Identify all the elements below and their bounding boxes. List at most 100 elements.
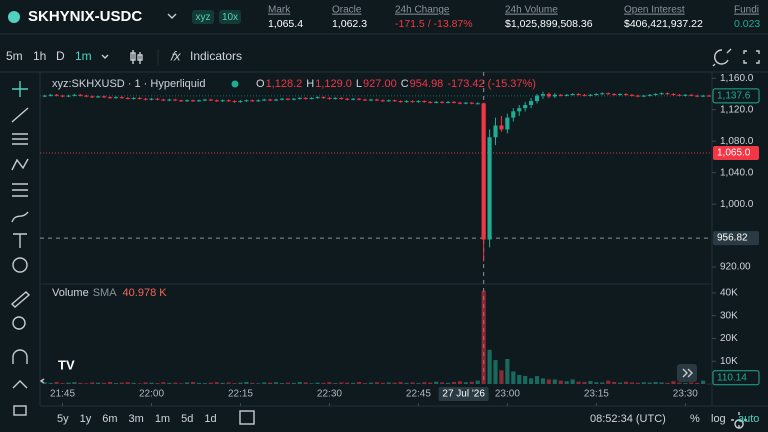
interval[interactable]: 5m bbox=[6, 49, 23, 63]
candle-body bbox=[214, 100, 219, 102]
x-tick-label: 21:45 bbox=[50, 389, 75, 400]
fullscreen-icon[interactable] bbox=[743, 50, 760, 64]
candle-body bbox=[416, 101, 421, 103]
y-tick-label: 1,040.0 bbox=[720, 167, 754, 178]
price-tag-bg bbox=[712, 88, 760, 104]
candle-body bbox=[647, 94, 652, 96]
range-button[interactable]: 5d bbox=[181, 413, 193, 425]
volume-bar bbox=[534, 376, 540, 384]
candle-body bbox=[42, 95, 47, 97]
volume-bar bbox=[570, 379, 575, 384]
candle-body bbox=[534, 95, 540, 102]
candle-body bbox=[463, 102, 468, 104]
candle-body bbox=[689, 94, 694, 96]
crosshair-time: 27 Jul '26 bbox=[442, 389, 485, 400]
volume-bar bbox=[119, 382, 124, 384]
collapse-icon[interactable] bbox=[39, 378, 45, 384]
candle-body bbox=[612, 94, 617, 96]
range-button[interactable]: 1d bbox=[204, 413, 216, 425]
volume-bar bbox=[185, 382, 190, 384]
candle-body bbox=[600, 93, 605, 95]
volume-bar bbox=[576, 381, 581, 384]
replay-icon[interactable] bbox=[712, 48, 732, 67]
candle-body bbox=[588, 94, 593, 96]
crosshair-time-bg bbox=[438, 387, 489, 401]
volume-bar bbox=[368, 382, 374, 384]
range-button[interactable]: 1m bbox=[155, 413, 170, 425]
interval[interactable]: 1m bbox=[75, 49, 92, 63]
legend-value: 954.98 bbox=[410, 78, 444, 90]
volume-tag: 110.14 bbox=[717, 372, 747, 383]
fib-tool[interactable] bbox=[12, 133, 28, 145]
candle-body bbox=[706, 95, 712, 97]
magnet-tool[interactable] bbox=[12, 349, 28, 364]
zoom-tool[interactable] bbox=[12, 316, 26, 330]
volume-bar bbox=[451, 381, 457, 384]
candle-body bbox=[653, 94, 658, 96]
interval-chevron[interactable] bbox=[101, 54, 109, 59]
indicators-button[interactable]: Indicators bbox=[190, 49, 242, 63]
projection-tool[interactable] bbox=[12, 183, 28, 197]
candle-body bbox=[505, 117, 510, 130]
candle-body bbox=[475, 103, 480, 105]
date-range-icon[interactable] bbox=[239, 410, 255, 425]
brush-tool[interactable] bbox=[11, 211, 29, 223]
scale-option[interactable]: log bbox=[711, 413, 726, 425]
volume-bar bbox=[143, 382, 148, 384]
candle-body bbox=[493, 125, 498, 138]
candle-body bbox=[623, 94, 629, 96]
volume-tick-label: 40K bbox=[720, 288, 738, 299]
candle-body bbox=[641, 95, 646, 97]
candle-body bbox=[273, 99, 279, 101]
volume-bar bbox=[695, 382, 700, 384]
price-tag-bg bbox=[713, 146, 759, 161]
crosshair-tool[interactable] bbox=[12, 81, 28, 97]
candle-body bbox=[78, 94, 83, 96]
volume-bar bbox=[564, 381, 569, 384]
range-button[interactable]: 5y bbox=[57, 413, 69, 425]
volume-bar bbox=[499, 370, 504, 384]
volume-bar bbox=[244, 381, 249, 384]
draw-mode-tool[interactable] bbox=[12, 380, 28, 389]
text-tool[interactable] bbox=[13, 233, 27, 248]
legend-value: 1,128.2 bbox=[266, 78, 303, 90]
candle-body bbox=[190, 100, 196, 102]
logo bbox=[8, 11, 20, 23]
lock-tool[interactable] bbox=[13, 405, 27, 416]
symbol[interactable]: SKHYNIX-USDC bbox=[28, 8, 142, 25]
symbol-chevron[interactable] bbox=[167, 13, 177, 19]
stat-value: 1,065.4 bbox=[268, 18, 303, 30]
y-tick-label: 1,080.0 bbox=[720, 136, 754, 147]
emoji-tool[interactable] bbox=[12, 257, 28, 273]
candle-body bbox=[291, 98, 296, 100]
candle-body bbox=[333, 97, 338, 99]
candle-body bbox=[380, 100, 385, 102]
volume-bar bbox=[161, 382, 166, 384]
candle-body bbox=[677, 94, 682, 96]
stat-label: Oracle bbox=[332, 5, 362, 16]
interval[interactable]: D bbox=[56, 49, 65, 63]
range-button[interactable]: 3m bbox=[129, 413, 144, 425]
volume-bar bbox=[84, 383, 89, 384]
stat-value: 1,062.3 bbox=[332, 18, 367, 30]
candle-body bbox=[469, 102, 474, 104]
interval[interactable]: 1h bbox=[33, 49, 46, 63]
badge-bg bbox=[192, 10, 214, 24]
candle-body bbox=[321, 97, 326, 99]
volume-bar bbox=[558, 380, 563, 384]
volume-bar bbox=[190, 381, 196, 384]
candle-body bbox=[523, 105, 528, 109]
settings-icon[interactable] bbox=[731, 412, 747, 429]
range-button[interactable]: 6m bbox=[102, 413, 117, 425]
scale-option[interactable]: % bbox=[690, 413, 700, 425]
status-dot bbox=[231, 80, 239, 88]
volume-legend-sma: SMA bbox=[93, 287, 118, 299]
pattern-tool[interactable] bbox=[11, 158, 29, 171]
scale-option[interactable]: auto bbox=[738, 413, 759, 425]
ruler-tool[interactable] bbox=[10, 291, 31, 308]
range-button[interactable]: 1y bbox=[80, 413, 92, 425]
candle-body bbox=[137, 97, 142, 99]
line-tool[interactable] bbox=[11, 107, 29, 123]
